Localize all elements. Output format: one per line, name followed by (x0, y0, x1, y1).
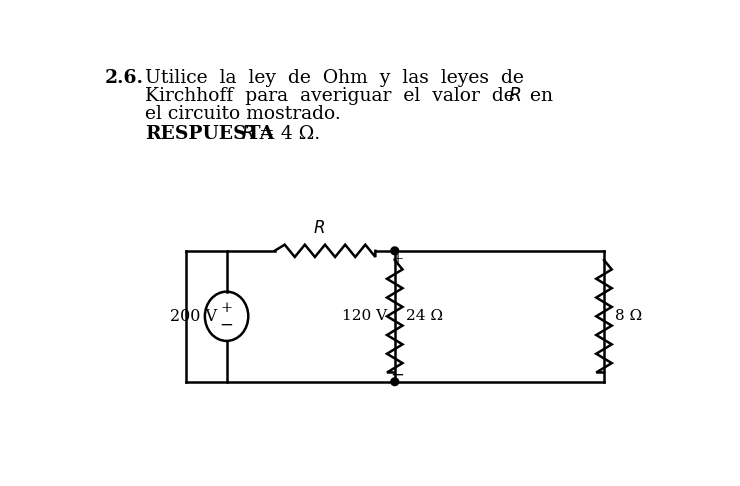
Text: el circuito mostrado.: el circuito mostrado. (145, 104, 341, 122)
Text: en: en (524, 87, 554, 105)
Text: $R$: $R$ (508, 87, 521, 105)
Text: +: + (391, 252, 403, 266)
Text: $R$: $R$ (313, 220, 325, 237)
Text: Utilice  la  ley  de  Ohm  y  las  leyes  de: Utilice la ley de Ohm y las leyes de (145, 69, 524, 87)
Text: −: − (220, 317, 234, 334)
Text: 2.6.: 2.6. (105, 69, 144, 87)
Circle shape (391, 378, 399, 385)
Text: 8 Ω: 8 Ω (615, 309, 642, 323)
Text: $R$: $R$ (241, 124, 255, 142)
Text: 200 V: 200 V (170, 308, 217, 325)
Text: +: + (221, 301, 232, 315)
Text: −: − (390, 366, 404, 383)
Text: = 4 Ω.: = 4 Ω. (253, 124, 320, 142)
Circle shape (391, 247, 399, 255)
Text: 120 V: 120 V (342, 309, 387, 323)
Text: 24 Ω: 24 Ω (406, 309, 443, 323)
Text: Kirchhoff  para  averiguar  el  valor  de: Kirchhoff para averiguar el valor de (145, 87, 521, 105)
Text: RESPUESTA: RESPUESTA (145, 124, 275, 142)
